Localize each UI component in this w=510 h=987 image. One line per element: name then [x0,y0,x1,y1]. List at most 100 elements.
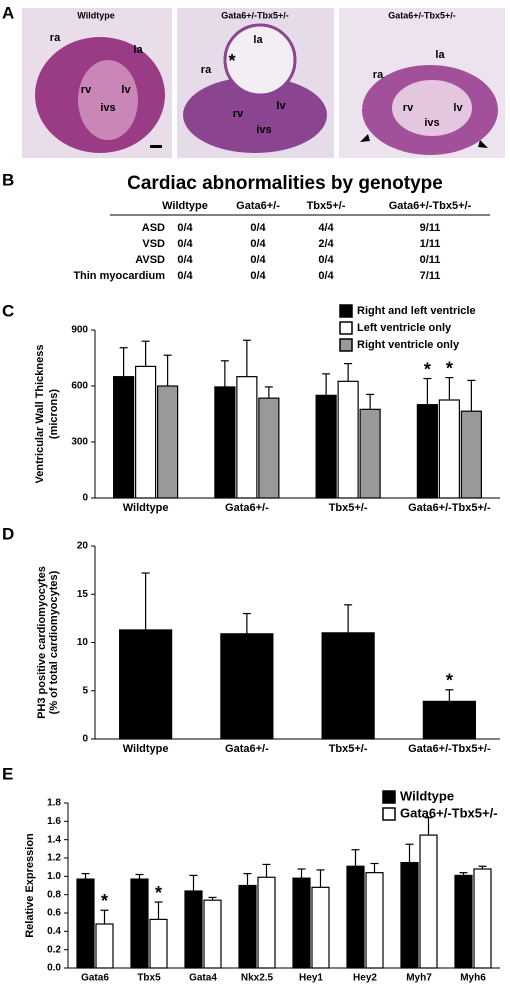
row-label: AVSD [135,254,165,266]
bar [113,376,135,499]
significance-mark: * [446,671,453,691]
bar [135,365,157,499]
table-cell: 0/4 [177,270,193,282]
y-tick-label: 0.6 [47,908,61,919]
anatomy-label: ivs [256,124,271,136]
panel-letter: E [2,764,13,783]
table-header: Gata6+/-Tbx5+/- [389,200,472,212]
bar [149,918,168,969]
table-cell: 7/11 [420,270,441,282]
row-label: ASD [142,222,165,234]
bar [346,865,365,969]
legend-label: Wildtype [400,788,454,803]
heart-section [223,23,297,97]
x-tick-label: Hey1 [299,973,323,984]
x-tick-label: Myh6 [460,973,486,984]
table-cell: 2/4 [318,238,334,250]
x-tick-label: Myh7 [406,973,432,984]
table-cell: 0/4 [318,270,334,282]
significance-mark: * [155,883,162,903]
y-tick-label: 0.8 [47,889,61,900]
bar [359,408,381,499]
y-tick-label: 0 [82,493,88,504]
y-axis-label: Ventricular Wall Thickness [34,345,46,484]
bar [321,632,375,740]
anatomy-label: lv [121,84,131,96]
y-tick-label: 15 [77,589,89,600]
anatomy-label: ra [201,64,212,76]
bar [236,376,258,499]
panel-letter: A [2,3,14,22]
heart-section [78,60,138,140]
bar [400,861,419,969]
table-cell: 0/4 [318,254,334,266]
anatomy-label: lv [453,102,463,114]
x-tick-label: Wildtype [123,743,169,755]
legend-label: Left ventricle only [357,322,452,334]
y-tick-label: 600 [71,381,88,392]
table-header: Gata6+/- [236,200,280,212]
y-axis-label: (microns) [48,389,60,439]
bar [460,410,482,499]
significance-mark: * [446,358,453,378]
y-tick-label: 1.8 [47,798,61,809]
image-title: Gata6+/-Tbx5+/- [221,10,289,20]
y-tick-label: 20 [77,541,89,552]
bar [454,874,473,969]
y-tick-label: 5 [82,685,88,696]
bar [95,923,114,969]
anatomy-label: ra [50,32,61,44]
panel-letter: B [2,170,14,189]
y-tick-label: 300 [71,437,88,448]
anatomy-label: ivs [424,117,439,129]
x-tick-label: Tbx5+/- [329,502,368,514]
table-cell: 4/4 [318,222,334,234]
anatomy-label: ra [373,69,384,81]
bar [214,386,236,499]
panel-letter: C [2,301,14,320]
anatomy-label: la [253,34,263,46]
table-cell: 0/4 [250,222,266,234]
y-axis-label: Relative Expression [24,833,36,938]
bar [258,397,280,499]
bar [315,394,337,499]
bar [203,899,222,969]
anatomy-label: rv [81,84,92,96]
panel-letter: D [2,524,14,543]
y-tick-label: 1.0 [47,871,61,882]
x-tick-label: Nkx2.5 [241,973,274,984]
x-tick-label: Tbx5 [137,973,161,984]
y-axis-label: (% of total cardiomyocytes) [48,570,60,714]
table-cell: 1/11 [420,238,441,250]
table-cell: 0/4 [250,254,266,266]
bar [311,886,330,969]
anatomy-label: lv [276,100,286,112]
table-cell: 0/4 [177,254,193,266]
x-tick-label: Gata6+/- [225,743,269,755]
x-tick-label: Gata6+/-Tbx5+/- [408,743,491,755]
significance-mark: * [101,891,108,911]
row-label: VSD [142,238,165,250]
bar [419,834,438,969]
image-title: Gata6+/-Tbx5+/- [388,10,456,20]
table-header: Tbx5+/- [307,200,346,212]
bar [422,700,476,740]
y-tick-label: 10 [77,637,89,648]
anatomy-label: rv [403,102,414,114]
y-tick-label: 1.6 [47,816,61,827]
bar [473,868,492,969]
legend-swatch [382,807,396,821]
x-tick-label: Wildtype [123,502,169,514]
anatomy-label: ivs [100,102,115,114]
table-cell: 0/4 [250,270,266,282]
bar [416,404,438,499]
y-tick-label: 0.0 [47,963,61,974]
x-tick-label: Hey2 [353,973,377,984]
table-cell: 9/11 [420,222,441,234]
y-axis-label: PH3 positive cardiomyocytes [36,566,48,719]
y-tick-label: 0.4 [47,926,61,937]
bar [76,878,95,969]
anatomy-label: la [435,49,445,61]
heart-section [183,77,327,153]
